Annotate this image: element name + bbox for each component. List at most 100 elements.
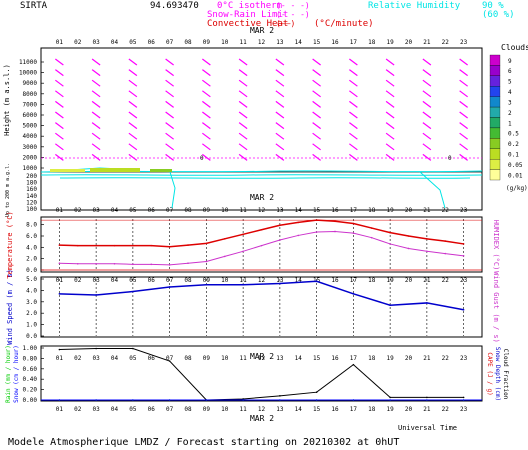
hour-tick-label: 11 — [240, 406, 248, 413]
cloud-patch — [50, 169, 85, 172]
series-point — [168, 360, 171, 362]
cloud-scale-label: 6 — [508, 68, 512, 75]
wind-barb — [128, 69, 138, 77]
hour-tick-label: 17 — [350, 406, 358, 413]
y-tick-label: 0.20 — [23, 387, 38, 394]
series-point — [279, 224, 281, 227]
wind-barb — [422, 79, 432, 87]
y-tick-label: 8.0 — [26, 222, 37, 229]
wind-barb — [459, 111, 468, 119]
hour-tick-label: 12 — [258, 39, 266, 46]
wind-barb — [165, 100, 174, 108]
series-point — [242, 250, 244, 253]
y-tick-label: 2.0 — [26, 256, 37, 263]
height-panel-frame — [40, 47, 483, 211]
hour-tick-label: 01 — [56, 355, 64, 362]
height-ylabel: Height (m a.s.l.) — [3, 64, 11, 136]
wind-barb — [238, 132, 248, 140]
height-tick-label: 10000 — [19, 70, 37, 77]
wind-barb — [385, 100, 395, 108]
wind-barb — [55, 69, 64, 77]
wind-panel: 5.0 4.0 3.0 2.0 1.0 0.0 — [26, 276, 465, 340]
wind-barb — [91, 111, 101, 119]
wind-barb — [55, 90, 64, 98]
series-point — [315, 280, 318, 283]
hour-tick-label: 04 — [111, 277, 119, 284]
hour-tick-label: 12 — [258, 355, 266, 362]
cloud-scale-swatch — [489, 54, 501, 66]
series-point — [389, 231, 391, 234]
hour-tick-label: 16 — [331, 355, 339, 362]
wind-barb — [165, 122, 174, 130]
wind-barb — [459, 132, 468, 140]
cloud-scale-swatch — [489, 117, 501, 129]
height-tick-label: 120 — [26, 199, 37, 206]
hour-tick-label: 22 — [442, 207, 450, 214]
cloud-scale-swatch — [489, 96, 501, 108]
series-point — [297, 221, 300, 224]
series-point — [58, 262, 61, 265]
legend-isotherm-sample: (- - -) — [276, 1, 310, 10]
hour-tick-label: 08 — [184, 355, 192, 362]
hour-tick-label: 10 — [221, 355, 229, 362]
wind-barb — [91, 79, 101, 87]
hour-tick-label: 18 — [368, 406, 376, 413]
wind-barb — [385, 122, 395, 130]
hour-tick-label: 06 — [148, 207, 156, 214]
series-point — [462, 255, 465, 257]
legend-humidity: Relative Humidity — [368, 1, 461, 11]
hour-tick-label: 19 — [387, 406, 395, 413]
series-point — [168, 286, 171, 288]
wind-barb — [128, 143, 138, 151]
wind-barb — [128, 100, 138, 108]
series-point — [150, 263, 153, 266]
wind-barb — [385, 132, 395, 140]
series-point — [462, 396, 465, 399]
legend-convective: Convective Heat — [207, 19, 288, 29]
series-point — [315, 391, 318, 394]
height-panel: 1100010000900080007000600050004000300020… — [19, 58, 483, 213]
isotherm-marker: 0 — [200, 155, 204, 162]
cloud-scale-label: 4 — [508, 89, 512, 96]
cloud-scale-swatch — [489, 169, 501, 181]
legend-isotherm: 0°C isotherm — [217, 1, 282, 11]
hour-tick-label: 16 — [331, 406, 339, 413]
height-tick-label: 180 — [26, 180, 37, 187]
wind-barb — [349, 69, 358, 77]
series-point — [407, 247, 410, 250]
wind-barb — [202, 153, 211, 161]
wind-barb — [55, 143, 64, 151]
hour-tick-label: 18 — [368, 277, 376, 284]
hour-tick-label: 15 — [313, 355, 321, 362]
y-tick-label: 0.80 — [23, 355, 38, 362]
hour-tick-label: 15 — [313, 207, 321, 214]
cape-ylabel: CAPE (J / g) — [486, 352, 493, 395]
hour-tick-label: 23 — [460, 207, 468, 214]
hour-tick-label: 17 — [350, 39, 358, 46]
wind-barb — [128, 79, 138, 87]
height-tick-label: 11000 — [19, 59, 37, 66]
hour-tick-label: 16 — [331, 39, 339, 46]
series-point — [426, 396, 428, 399]
hour-tick-label: 16 — [331, 277, 339, 284]
series-point — [132, 347, 134, 350]
series-point — [462, 308, 465, 311]
height-tick-label: 8000 — [23, 91, 38, 98]
wind-barb — [312, 90, 321, 98]
hour-tick-label: 21 — [423, 39, 431, 46]
wind-barb — [312, 153, 321, 161]
cloud-scale-label: 0.1 — [508, 152, 519, 159]
series-point — [444, 252, 447, 255]
wind-barb — [459, 122, 468, 130]
legend-humidity-90: 90 % — [482, 1, 504, 11]
cloud-patch — [150, 169, 172, 172]
y-tick-label: 0.0 — [26, 267, 37, 274]
wind-barb — [312, 143, 321, 151]
hour-tick-label: 09 — [203, 406, 211, 413]
hour-tick-label: 22 — [442, 355, 450, 362]
wind-barb — [312, 100, 321, 108]
y-tick-label: 0.40 — [23, 376, 38, 383]
wind-barb — [55, 132, 64, 140]
hour-tick-label: 08 — [184, 406, 192, 413]
series-point — [113, 244, 116, 247]
